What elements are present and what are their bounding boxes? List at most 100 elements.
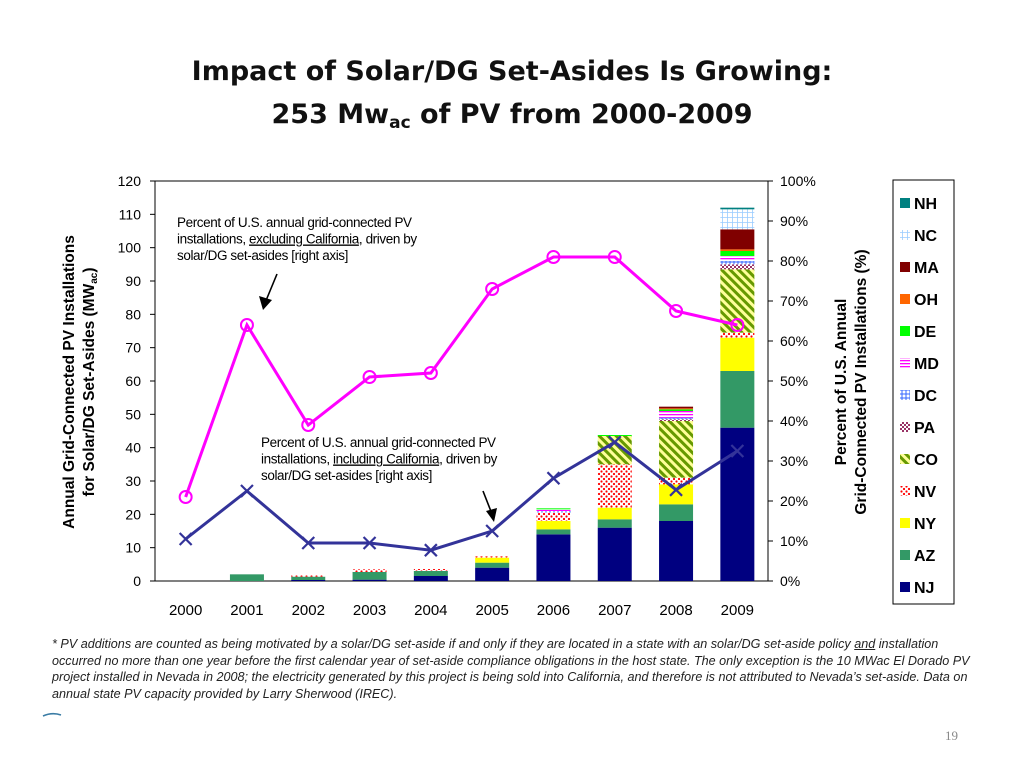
bar-nc [720,209,754,229]
page-number: 19 [945,728,958,744]
bar-de [659,409,693,411]
legend-swatch-oh [900,294,910,304]
annotation-underlined: including California [333,452,440,467]
bar-ny [475,558,509,563]
bar-ny [720,338,754,371]
x-tick-label: 2004 [414,602,447,619]
y-axis-label-subscript: ac [89,272,100,284]
x-tick-label: 2009 [721,602,754,619]
bar-ma [720,229,754,249]
y2-tick-label: 10% [780,533,808,549]
y2-tick-label: 70% [780,293,808,309]
bar-dc [720,261,754,264]
y-axis-label-line-1: Annual Grid-Connected PV Installations [61,235,78,529]
annotation-line: solar/DG set-asides [right axis] [261,468,432,483]
annotation-line: Percent of U.S. annual grid-connected PV [177,215,412,230]
legend-label-nh: NH [914,196,937,213]
bar-az [291,577,325,580]
legend-label-dc: DC [914,388,938,405]
bar-az [659,504,693,521]
bar-de [598,435,632,436]
bar-nj [598,528,632,581]
x-tick-label: 2005 [475,602,508,619]
x-tick-label: 2001 [230,602,263,619]
bar-ma [659,407,693,409]
y2-tick-label: 50% [780,373,808,389]
bar-md [659,411,693,418]
y2-axis-label-line-1: Percent of U.S. Annual [833,299,850,466]
x-tick-label: 2007 [598,602,631,619]
y2-tick-label: 90% [780,213,808,229]
bar-co [659,421,693,478]
y-tick-label: 0 [133,573,141,589]
legend-label-de: DE [914,324,937,341]
legend-label-oh: OH [914,292,938,309]
bar-nj [659,521,693,581]
bar-az [475,563,509,568]
bar-oh [659,408,693,409]
y-tick-label: 10 [125,540,141,556]
y2-tick-label: 100% [780,173,816,189]
y2-tick-label: 60% [780,333,808,349]
annotation-line: Percent of U.S. annual grid-connected PV [261,435,496,450]
bar-nj [475,568,509,581]
legend-swatch-ma [900,262,910,272]
y-tick-label: 100 [118,240,142,256]
x-tick-label: 2002 [292,602,325,619]
y-axis-label-line-2: for Solar/DG Set-Asides (MWac) [81,267,100,496]
legend-label-nc: NC [914,228,938,245]
footnote-part-1: * PV additions are counted as being moti… [52,637,854,651]
legend-swatch-ny [900,518,910,528]
annotation-line: solar/DG set-asides [right axis] [177,248,348,263]
bar-nv [414,569,448,571]
legend-label-pa: PA [914,420,935,437]
x-tick-label: 2008 [659,602,692,619]
annotation-text: , driven by [359,232,418,247]
bar-nv [475,556,509,557]
bar-md [536,509,570,511]
bar-de [536,508,570,509]
bar-az [598,519,632,527]
legend-label-nj: NJ [914,580,934,597]
legend-swatch-nc [900,230,910,240]
y2-tick-label: 40% [780,413,808,429]
logo-swoosh-icon [42,712,62,718]
y2-tick-label: 20% [780,493,808,509]
line-point-x [180,533,192,545]
annotation-underlined: excluding California [249,232,360,247]
annotation-line: installations, including California, dri… [261,452,498,467]
y-tick-label: 80 [125,306,141,322]
legend-swatch-nj [900,582,910,592]
bar-az [353,572,387,580]
annotation-line: installations, excluding California, dri… [177,232,417,247]
y2-axis-label-line-2: Grid-Connected PV Installations (%) [853,249,870,514]
legend-label-ma: MA [914,260,939,277]
bar-ny [598,508,632,520]
annotation-text: , driven by [439,452,498,467]
bar-pa [720,264,754,269]
legend-label-az: AZ [914,548,936,565]
bar-oh [720,249,754,251]
annotation-arrowhead [259,296,272,310]
y-tick-label: 50 [125,406,141,422]
y-axis-label-text: for Solar/DG Set-Asides (MW [81,283,98,496]
legend-swatch-de [900,326,910,336]
y-tick-label: 30 [125,473,141,489]
y-tick-label: 90 [125,273,141,289]
x-tick-label: 2003 [353,602,386,619]
bar-az [536,529,570,534]
legend-swatch-pa [900,422,910,432]
bar-nv [353,569,387,572]
x-tick-label: 2000 [169,602,202,619]
legend-label-ny: NY [914,516,937,533]
legend-label-md: MD [914,356,939,373]
bar-az [720,371,754,428]
bar-ny [536,521,570,529]
bar-nj [414,576,448,581]
bar-de [720,251,754,256]
bar-md [720,256,754,261]
legend-swatch-co [900,454,910,464]
line-point-x [547,472,559,484]
legend-swatch-md [900,358,910,368]
footnote: * PV additions are counted as being moti… [52,636,982,702]
